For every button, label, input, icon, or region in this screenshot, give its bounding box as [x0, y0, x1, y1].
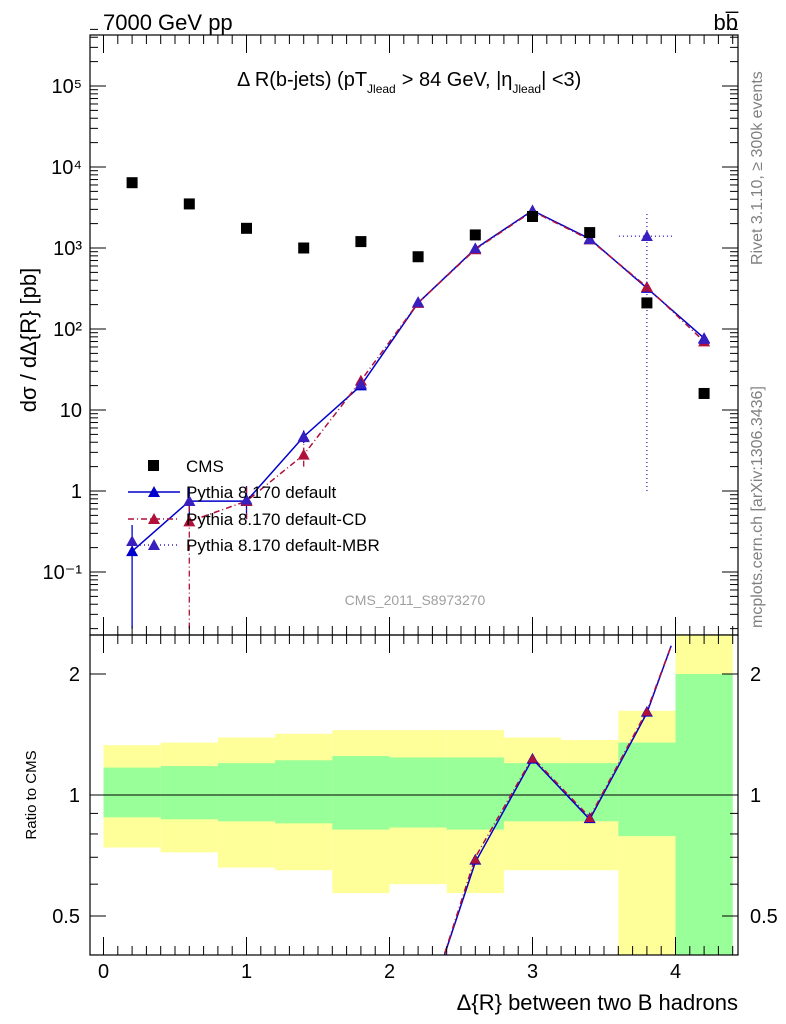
data-point-marker [241, 222, 252, 234]
data-point-marker [240, 493, 253, 505]
ratio-y-tick-label-right: 0.5 [750, 906, 778, 928]
data-point-marker [354, 377, 367, 389]
data-point-marker [584, 227, 596, 239]
legend-cms-marker [148, 460, 159, 471]
data-point-marker [698, 333, 711, 344]
data-point-marker [469, 242, 482, 254]
data-point-marker [583, 233, 596, 245]
mcplots-label: mcplots.cern.ch [arXiv:1306.3436] [749, 386, 766, 628]
energy-label: 7000 GeV pp [103, 10, 233, 35]
ratio-y-tick-label: 1 [69, 785, 80, 807]
series-line [189, 210, 705, 523]
legend: CMS Pythia 8.170 default Pythia 8.170 de… [128, 457, 380, 555]
x-tick-label: 3 [527, 961, 538, 983]
legend-mbr-label: Pythia 8.170 default-MBR [186, 536, 380, 555]
x-tick-label: 0 [98, 961, 109, 983]
legend-default-label: Pythia 8.170 default [186, 483, 337, 502]
y-tick-label: 1 [71, 481, 82, 503]
process-label: bb̅ [714, 10, 739, 35]
ratio-y-tick-label: 2 [69, 664, 80, 686]
data-point-marker [469, 229, 481, 241]
main-data-layer [126, 177, 711, 629]
data-point-marker [183, 198, 195, 210]
ratio-y-tick-label: 0.5 [52, 906, 80, 928]
data-point-marker [698, 387, 710, 399]
uncertainty-band-inner [561, 763, 619, 822]
y-tick-label: 10 [60, 400, 82, 422]
legend-cms-label: CMS [186, 457, 224, 476]
uncertainty-band-inner [446, 757, 504, 830]
y-tick-label: 10⁵ [51, 76, 82, 98]
data-point-marker [641, 297, 653, 309]
legend-mbr-marker [148, 539, 160, 550]
ratio-y-tick-label-right: 1 [750, 785, 761, 807]
ratio-data-layer [90, 635, 738, 955]
data-point-marker [183, 495, 196, 506]
x-tick-label: 4 [670, 961, 681, 983]
y-tick-label: 10³ [53, 238, 82, 260]
data-point-marker [126, 545, 139, 557]
ratio-marker [527, 753, 538, 763]
uncertainty-band-inner [217, 763, 276, 822]
title-prefix: Δ R(b-jets) (pT [237, 69, 367, 91]
data-point-marker [527, 210, 538, 222]
data-point-marker [412, 296, 425, 307]
data-point-marker [183, 515, 196, 527]
legend-cd-marker [148, 513, 160, 524]
uncertainty-band-inner [503, 763, 562, 822]
main-axes: 10⁻¹ 1 10 10² 10³ 10⁴ 10⁵ [43, 28, 738, 635]
chart-title: Δ R(b-jets) (pTJlead > 84 GeV, |ηJlead| <… [237, 69, 581, 96]
y-tick-label: 10² [53, 319, 82, 341]
title-subscript-2: Jlead [512, 82, 541, 96]
data-point-marker [126, 177, 138, 189]
ratio-y-axis-label: Ratio to CMS [23, 750, 40, 839]
uncertainty-band-inner [618, 742, 676, 837]
title-subscript-1: Jlead [367, 82, 396, 96]
uncertainty-band-inner [389, 757, 447, 828]
uncertainty-band-inner [160, 766, 218, 820]
data-point-marker [298, 242, 310, 254]
y-tick-label: 10⁴ [51, 157, 82, 179]
data-point-marker [297, 448, 310, 460]
data-point-marker [126, 535, 139, 547]
analysis-watermark: CMS_2011_S8973270 [345, 592, 486, 608]
data-point-marker [355, 236, 367, 248]
uncertainty-band-inner [103, 767, 161, 818]
uncertainty-band-inner [275, 760, 333, 824]
rivet-label: Rivet 3.1.10, ≥ 300k events [749, 71, 766, 265]
legend-cd-label: Pythia 8.170 default-CD [186, 510, 367, 529]
ratio-marker [584, 813, 595, 823]
ratio-plot-content [90, 635, 738, 955]
y-tick-label: 10⁻¹ [43, 562, 83, 584]
title-middle: > 84 GeV, |η [402, 69, 513, 91]
ratio-panel: 0 1 2 3 4 0.5 0.5 1 1 2 2 Ratio to CMS Δ{R} betwee… [23, 634, 778, 1015]
ratio-marker [470, 854, 481, 864]
main-y-axis-label: dσ / dΔ{R} [pb] [16, 268, 41, 412]
ratio-series-line [443, 645, 672, 955]
uncertainty-band-inner [675, 674, 733, 955]
ratio-marker [641, 706, 652, 716]
title-suffix: | <3) [541, 69, 581, 91]
ratio-y-tick-label-right: 2 [750, 664, 761, 686]
main-plot-content [126, 177, 711, 629]
x-tick-label: 1 [241, 961, 252, 983]
x-axis-label: Δ{R} between two B hadrons [457, 990, 738, 1015]
data-point-marker [412, 251, 424, 263]
data-point-marker [640, 230, 653, 241]
legend-default-marker [148, 486, 160, 497]
uncertainty-band-inner [332, 756, 390, 830]
data-point-marker [297, 431, 310, 443]
ratio-axes: 0 1 2 3 4 0.5 0.5 1 1 2 2 [52, 635, 778, 983]
x-tick-label: 2 [384, 961, 395, 983]
